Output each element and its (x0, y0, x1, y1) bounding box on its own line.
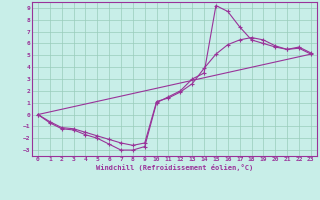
X-axis label: Windchill (Refroidissement éolien,°C): Windchill (Refroidissement éolien,°C) (96, 164, 253, 171)
